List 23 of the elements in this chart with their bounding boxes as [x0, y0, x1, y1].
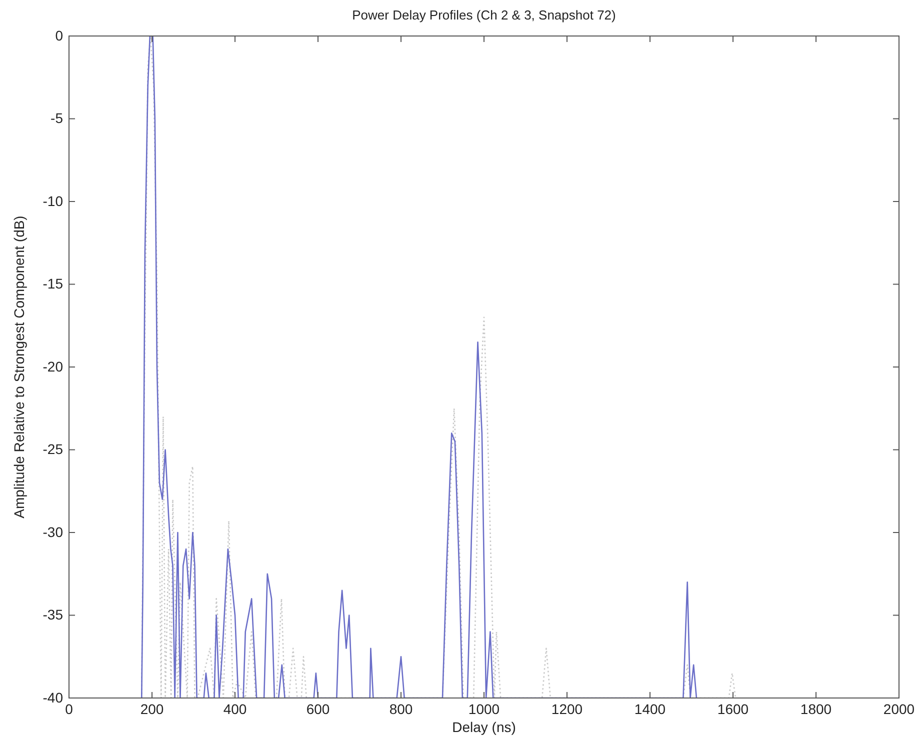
y-tick-label: 0 [55, 27, 64, 44]
x-tick-label: 1600 [717, 700, 749, 717]
x-tick-label: 400 [223, 700, 247, 717]
y-axis-title: Amplitude Relative to Strongest Component (dB) [11, 216, 27, 518]
x-axis-title: Delay (ns) [452, 719, 516, 735]
y-tick-label: -15 [42, 276, 64, 292]
x-tick-label: 1400 [634, 700, 666, 717]
x-tick-label: 1000 [468, 700, 500, 717]
x-tick-label: 0 [65, 700, 74, 717]
y-tick-label: -20 [42, 358, 64, 374]
chart-title: Power Delay Profiles (Ch 2 & 3, Snapshot 72) [352, 8, 616, 23]
x-tick-label: 600 [306, 700, 330, 717]
x-tick-label: 1800 [800, 700, 832, 717]
y-tick-label: -5 [50, 110, 64, 126]
y-tick-label: -30 [42, 524, 64, 540]
x-tick-label: 2000 [883, 700, 915, 717]
x-tick-label: 1200 [551, 700, 583, 717]
y-tick-label: -40 [42, 689, 64, 706]
x-tick-label: 200 [140, 700, 164, 717]
y-tick-label: -10 [42, 192, 64, 209]
x-tick-label: 800 [389, 700, 413, 717]
y-tick-label: -25 [42, 441, 64, 458]
y-tick-label: -35 [42, 606, 64, 623]
